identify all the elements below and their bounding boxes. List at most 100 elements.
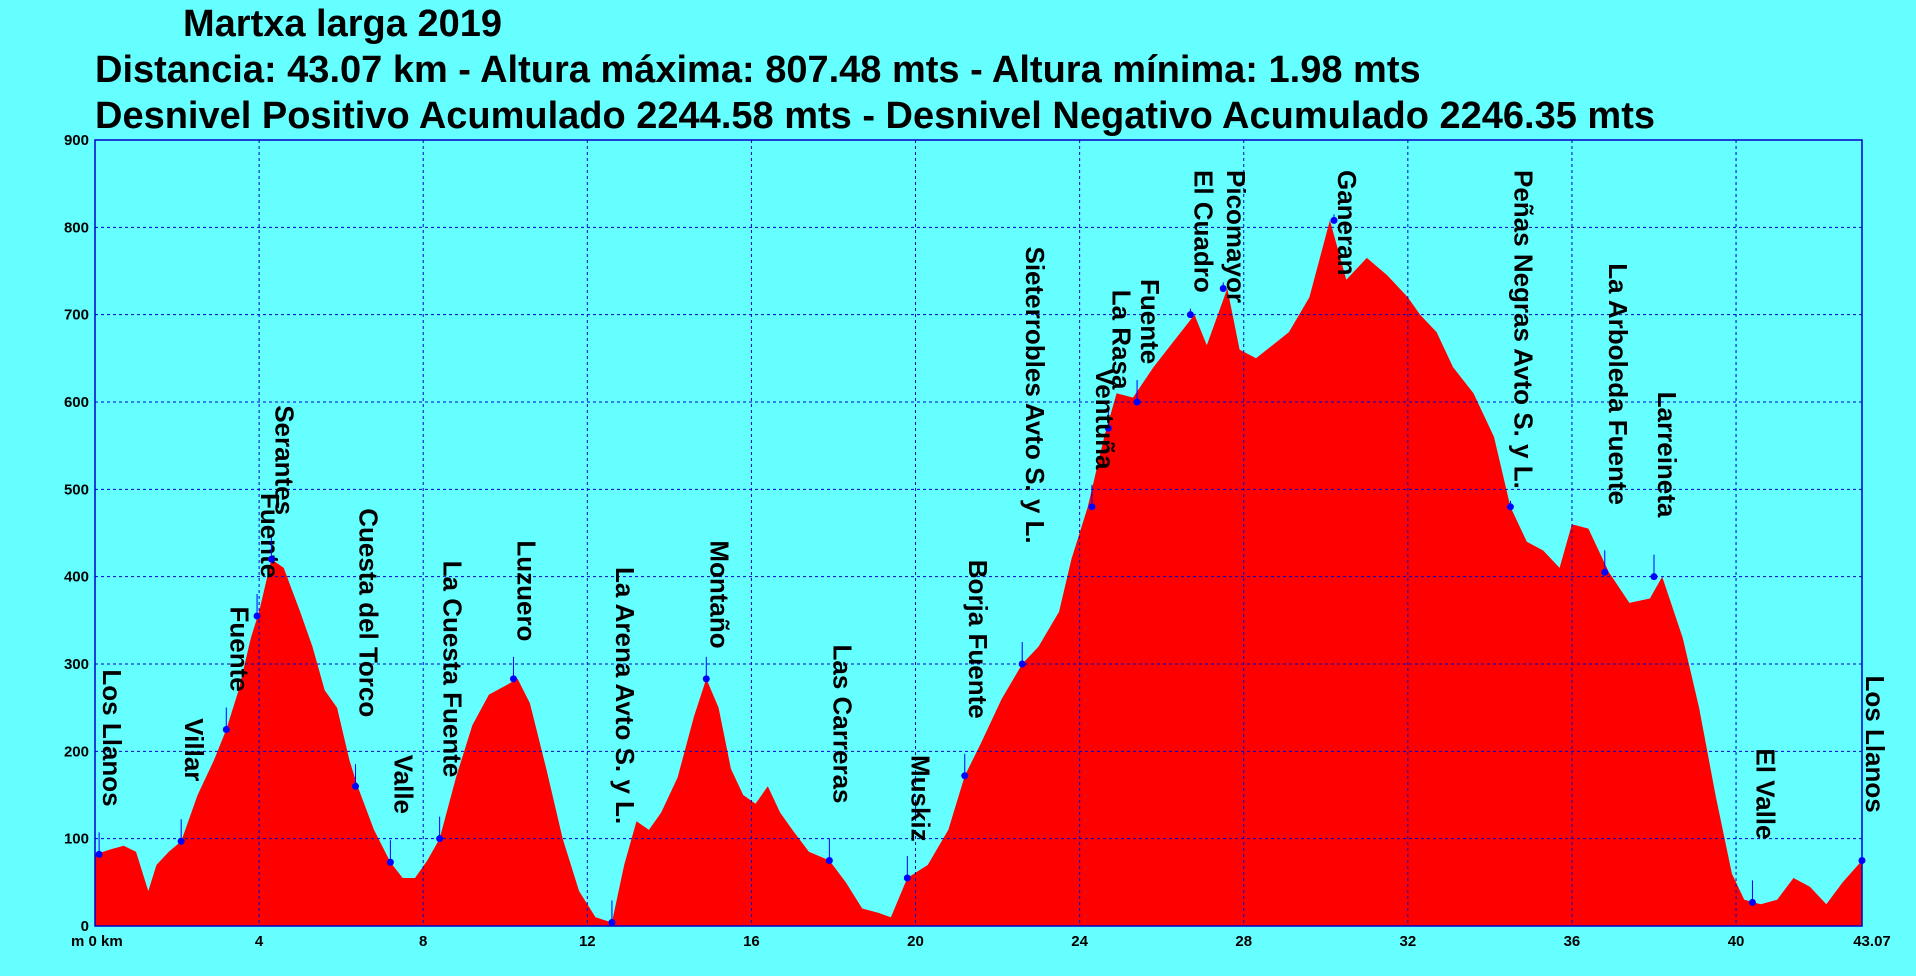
waypoint-dot (702, 675, 710, 683)
waypoint: El Valle (1748, 748, 1780, 906)
waypoint-label: Montaño (704, 540, 734, 648)
waypoint-dot (436, 835, 444, 843)
y-tick-label: 300 (64, 656, 89, 673)
y-tick-label: 900 (64, 132, 89, 149)
waypoint-dot (1018, 660, 1026, 668)
waypoint-dot (608, 919, 616, 927)
waypoint: Sieterrobles Avto S. y L. (1018, 247, 1050, 668)
x-axis-unit-label: m 0 km (71, 933, 123, 950)
waypoint-dot (1506, 503, 1514, 511)
waypoint-dot (1133, 398, 1141, 406)
x-tick-label: 32 (1399, 933, 1416, 950)
waypoint: Ventuña (1088, 368, 1120, 511)
x-tick-label: 4 (255, 933, 264, 950)
y-tick-label: 700 (64, 307, 89, 324)
waypoint: Fuente (253, 493, 285, 620)
waypoint-label: Los Llanos (1860, 676, 1890, 813)
waypoint-dot (1104, 424, 1112, 432)
chart-title: Martxa larga 2019 (183, 3, 502, 45)
waypoint: Fuente (222, 607, 254, 733)
waypoint: Luzuero (509, 540, 541, 683)
waypoint: La Arboleda Fuente (1601, 263, 1633, 576)
x-tick-label: 16 (743, 933, 760, 950)
y-tick-label: 0 (81, 918, 89, 935)
waypoint-dot (386, 858, 394, 866)
x-tick-label: 20 (907, 933, 924, 950)
waypoint-dot (95, 850, 103, 858)
waypoint-label: Larreineta (1652, 392, 1682, 518)
waypoint-label: Cuesta del Torco (354, 508, 384, 717)
waypoint-label: Luzuero (511, 540, 541, 641)
waypoint-dot (177, 837, 185, 845)
waypoint-label: El Cuadro (1188, 170, 1218, 293)
waypoint: Larreineta (1650, 392, 1682, 581)
waypoint: Fuente (1133, 279, 1165, 406)
y-tick-label: 500 (64, 481, 89, 498)
waypoint-dot (903, 874, 911, 882)
waypoint-dot (1219, 284, 1227, 292)
waypoint: La Arena Avto S. y L. (608, 567, 640, 927)
x-tick-label: 43.07 (1853, 933, 1891, 950)
waypoint-dot (509, 675, 517, 683)
waypoint: La Rasa (1104, 290, 1136, 432)
waypoint: Cuesta del Torco (352, 508, 384, 790)
waypoint-dot (1330, 216, 1338, 224)
x-tick-label: 36 (1564, 933, 1581, 950)
waypoint-dot (1650, 573, 1658, 581)
waypoint-label: Muskiz (905, 755, 935, 842)
x-tick-label: 28 (1235, 933, 1252, 950)
waypoint-dot (961, 772, 969, 780)
waypoint-dot (267, 555, 275, 563)
x-tick-label: 8 (419, 933, 427, 950)
waypoint-label: Fuente (224, 607, 254, 692)
waypoint-label: La Arboleda Fuente (1603, 263, 1633, 505)
waypoint-label: Sieterrobles Avto S. y L. (1020, 247, 1050, 544)
waypoint: Valle (386, 755, 418, 866)
y-tick-label: 400 (64, 569, 89, 586)
y-tick-label: 100 (64, 831, 89, 848)
waypoint-dot (1858, 857, 1866, 864)
x-tick-label: 24 (1071, 933, 1088, 950)
waypoint-markers: Los Llanos VillarFuenteFuenteSerantesCues… (95, 170, 1890, 927)
waypoint: El Cuadro (1186, 170, 1218, 319)
y-tick-label: 600 (64, 394, 89, 411)
waypoint-dot (1088, 503, 1096, 511)
waypoint-label: Borja Fuente (963, 560, 993, 719)
waypoint-label: Los Llanos (97, 669, 127, 806)
waypoint: Peñas Negras Avto S. y L. (1506, 170, 1538, 511)
waypoint: Los Llanos (1858, 676, 1890, 864)
waypoint-label: Ganeran (1332, 170, 1362, 276)
waypoint-dot (352, 782, 360, 790)
waypoint-label: Picomayor (1221, 170, 1251, 303)
waypoint-label: Ventuña (1090, 368, 1120, 470)
x-tick-label: 12 (579, 933, 596, 950)
y-tick-label: 800 (64, 219, 89, 236)
waypoint: Borja Fuente (961, 560, 993, 780)
waypoint: Picomayor (1219, 170, 1251, 303)
waypoint-label: Villar (179, 718, 209, 781)
plot-frame (94, 139, 1863, 927)
waypoint-label: Las Carreras (827, 645, 857, 804)
waypoint: Villar (177, 718, 209, 845)
waypoint-dot (222, 726, 230, 733)
waypoint-label: La Cuesta Fuente (438, 561, 468, 778)
y-tick-label: 200 (64, 743, 89, 760)
x-tick-label: 40 (1728, 933, 1745, 950)
waypoint-label: Peñas Negras Avto S. y L. (1508, 170, 1538, 489)
waypoint-label: Fuente (1135, 279, 1165, 364)
waypoint-dot (1601, 568, 1609, 576)
waypoint-dot (253, 612, 261, 620)
waypoint: Las Carreras (825, 645, 857, 864)
y-axis-ticks: 0 100 200 300 400 500 600 700 800 900 (64, 132, 89, 935)
chart-subtitle-elevation-gain: Desnivel Positivo Acumulado 2244.58 mts … (95, 95, 1655, 137)
waypoint-label: El Valle (1750, 748, 1780, 839)
waypoint-dot (825, 857, 833, 864)
grid-lines (95, 140, 1862, 926)
x-axis-ticks: 4 8 12 16 20 24 28 32 36 40 43.07 (255, 933, 1891, 950)
waypoint-dot (1186, 311, 1194, 319)
waypoint: Los Llanos (95, 669, 127, 858)
waypoint-label: Valle (388, 755, 418, 814)
waypoint: La Cuesta Fuente (436, 561, 468, 843)
waypoint-label: La Rasa (1106, 290, 1136, 390)
